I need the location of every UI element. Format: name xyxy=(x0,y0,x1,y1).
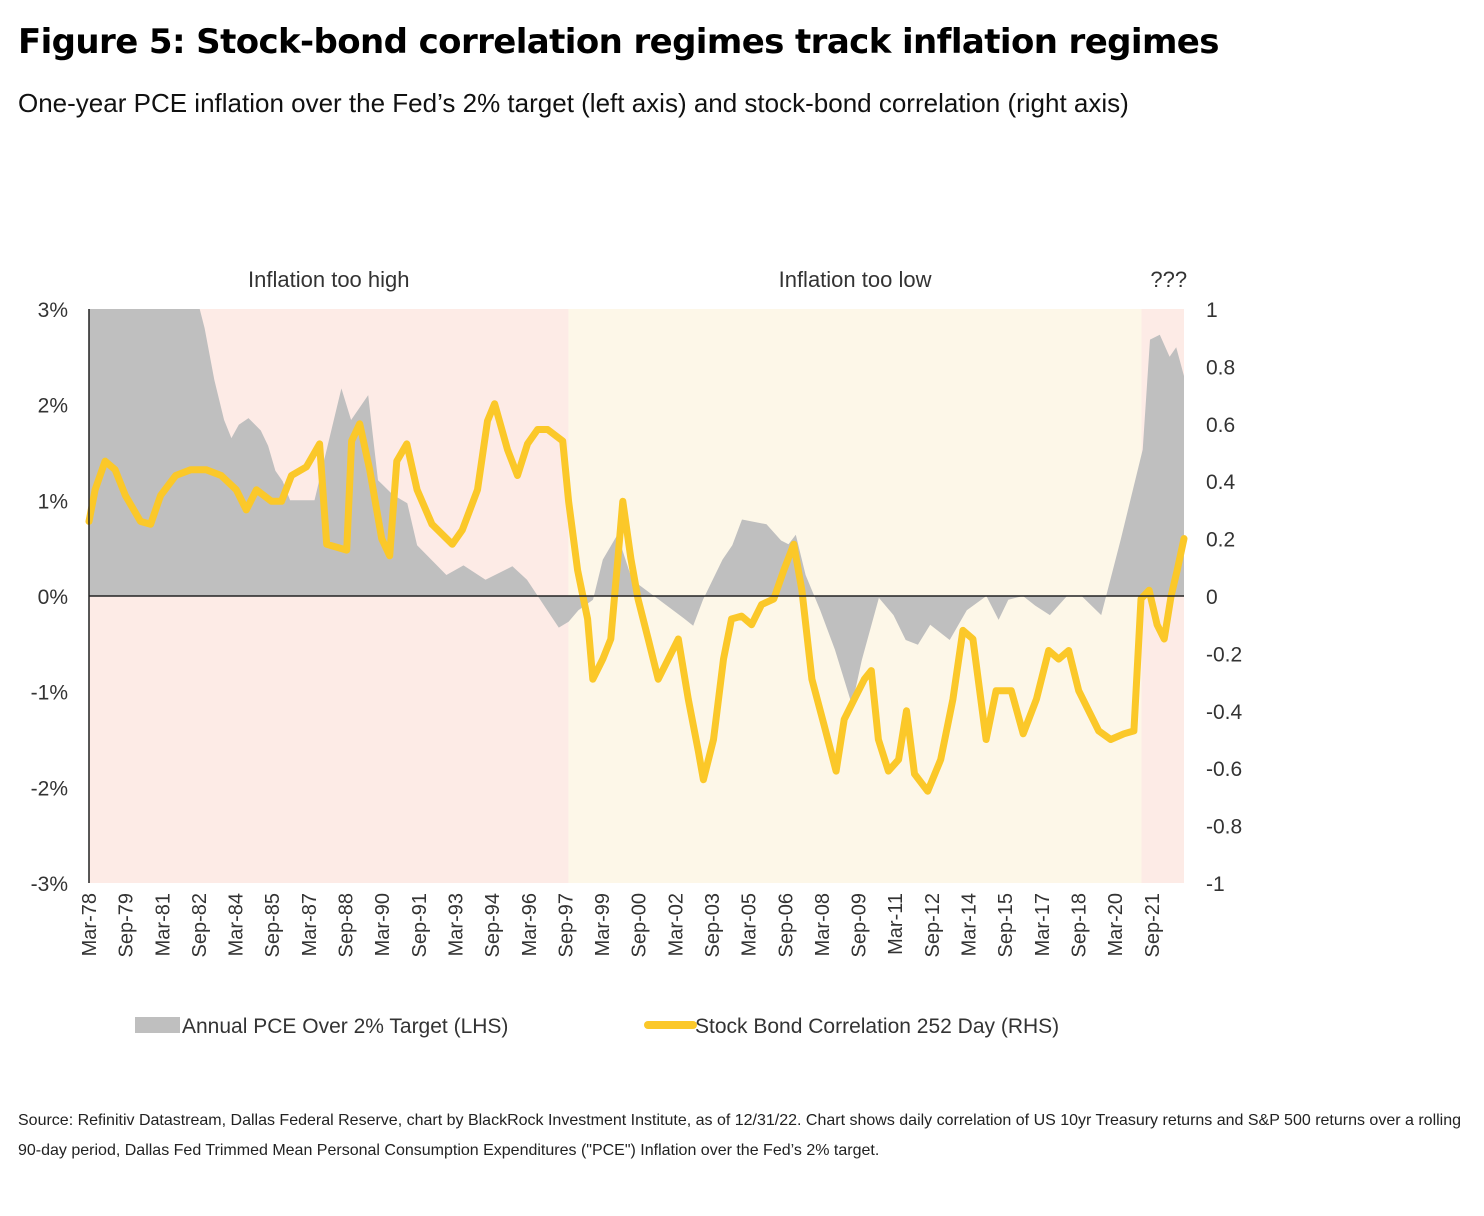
pce-area xyxy=(89,309,1184,706)
x-tick-label: Sep-88 xyxy=(336,893,358,958)
right-tick-label: 0.2 xyxy=(1206,529,1235,552)
x-tick-label: Sep-06 xyxy=(775,893,797,958)
figure-subtitle: One-year PCE inflation over the Fed’s 2%… xyxy=(18,88,1129,118)
x-tick-label: Mar-81 xyxy=(152,893,174,956)
x-tick-label: Sep-94 xyxy=(482,893,504,958)
right-tick-label: 1 xyxy=(1206,299,1218,322)
correlation-line xyxy=(85,400,1188,795)
correlation-line-layer xyxy=(85,400,1188,795)
right-tick-label: -0.8 xyxy=(1206,816,1242,839)
right-tick-label: -0.6 xyxy=(1206,758,1242,781)
x-tick-label: Mar-93 xyxy=(446,893,468,956)
regime-label-0: Inflation too high xyxy=(248,267,409,292)
right-tick-label: -0.4 xyxy=(1206,701,1243,724)
left-tick-label: 1% xyxy=(38,490,68,513)
right-tick-label: -1 xyxy=(1206,873,1225,896)
left-tick-label: -2% xyxy=(31,777,68,800)
x-tick-label: Mar-02 xyxy=(665,893,687,956)
x-tick-label: Mar-14 xyxy=(959,893,981,956)
right-tick-label: 0.8 xyxy=(1206,356,1235,379)
left-tick-label: -3% xyxy=(31,873,68,896)
x-tick-label: Sep-97 xyxy=(555,893,577,958)
x-tick-label: Sep-03 xyxy=(702,893,724,958)
regime-labels: Inflation too high Inflation too low??? xyxy=(248,267,1187,292)
x-tick-label: Sep-79 xyxy=(116,893,138,958)
left-tick-label: 0% xyxy=(38,586,68,609)
x-tick-label: Mar-90 xyxy=(372,893,394,956)
x-tick-label: Mar-17 xyxy=(1032,893,1054,956)
x-tick-label: Mar-11 xyxy=(885,893,907,955)
x-tick-label: Sep-09 xyxy=(849,893,871,958)
chart: Inflation too high Inflation too low??? 3… xyxy=(31,267,1243,1038)
left-tick-label: 2% xyxy=(38,395,68,418)
axes xyxy=(88,309,1184,883)
x-tick-label: Mar-08 xyxy=(812,893,834,956)
x-axis-ticks: Mar-78 Sep-79 Mar-81 Sep-82 Mar-84 Sep-85 Mar-… xyxy=(79,893,1164,958)
x-tick-label: Sep-82 xyxy=(189,893,211,958)
x-tick-label: Mar-05 xyxy=(739,893,761,956)
x-tick-label: Sep-12 xyxy=(922,893,944,958)
x-tick-label: Sep-15 xyxy=(995,893,1017,958)
right-tick-label: 0 xyxy=(1206,586,1218,609)
right-tick-label: 0.4 xyxy=(1206,471,1236,494)
legend-label-pce: Annual PCE Over 2% Target (LHS) xyxy=(182,1015,508,1038)
legend-label-correlation: Stock Bond Correlation 252 Day (RHS) xyxy=(695,1015,1059,1038)
right-y-axis-ticks: 1 0.8 0.6 0.4 0.2 0 -0.2 -0.4 -0.6 -0.8 -1 xyxy=(1206,299,1243,896)
x-tick-label: Mar-96 xyxy=(519,893,541,956)
figure-title: Figure 5: Stock-bond correlation regimes… xyxy=(18,22,1219,62)
x-tick-label: Sep-85 xyxy=(262,893,284,958)
pce-area-layer xyxy=(89,309,1184,706)
right-tick-label: -0.2 xyxy=(1206,643,1242,666)
x-tick-label: Mar-99 xyxy=(592,893,614,956)
left-tick-label: -1% xyxy=(31,682,68,705)
x-tick-label: Sep-91 xyxy=(409,893,431,958)
left-tick-label: 3% xyxy=(38,299,68,322)
x-tick-label: Mar-84 xyxy=(226,893,248,956)
x-tick-label: Sep-00 xyxy=(629,893,651,958)
left-y-axis-ticks: 3% 2% 1% 0% -1% -2% -3% xyxy=(31,299,68,896)
legend: Annual PCE Over 2% Target (LHS) Stock Bon… xyxy=(135,1015,1059,1038)
x-tick-label: Mar-78 xyxy=(79,893,101,956)
regime-label-1: Inflation too low xyxy=(779,267,932,292)
legend-swatch-pce xyxy=(135,1017,180,1033)
source-note: Source: Refinitiv Datastream, Dallas Fed… xyxy=(18,1112,1462,1159)
x-tick-label: Mar-87 xyxy=(299,893,321,956)
x-tick-label: Mar-20 xyxy=(1105,893,1127,956)
right-tick-label: 0.6 xyxy=(1206,414,1235,437)
regime-label-2: ??? xyxy=(1150,267,1187,292)
x-tick-label: Sep-21 xyxy=(1142,893,1164,958)
x-tick-label: Sep-18 xyxy=(1069,893,1091,958)
